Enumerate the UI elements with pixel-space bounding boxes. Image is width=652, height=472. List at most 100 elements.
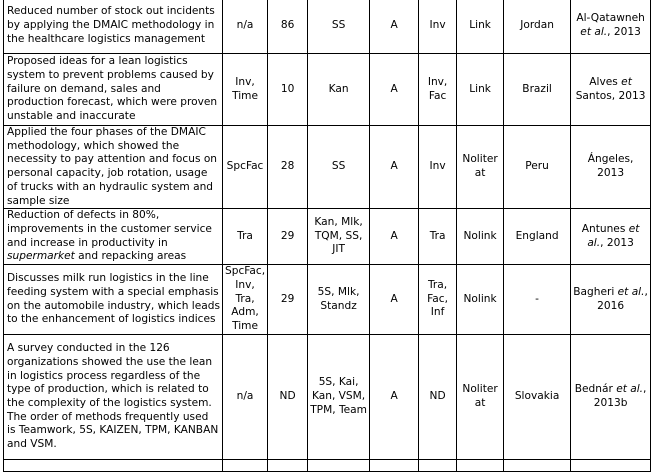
cell-focus: Inv: [418, 0, 458, 54]
table-row: Reduction of defects in 80%, improvement…: [3, 208, 652, 266]
cell-description: Proposed ideas for a lean logistics syst…: [3, 53, 223, 126]
cell-text: n/a: [236, 19, 254, 32]
cell-text: et: [621, 75, 632, 88]
cell-lean-tools: Kan: [307, 53, 371, 126]
cell-link-type: Noliter at: [456, 334, 505, 461]
table-row: Proposed ideas for a lean logistics syst…: [3, 53, 652, 126]
cell-text: Inv, Fac: [427, 75, 448, 102]
cell-focus: Tra: [418, 208, 458, 266]
table-row: Discusses milk run logistics in the line…: [3, 264, 652, 336]
cell-text: Santos, 2013: [575, 89, 646, 102]
cell-link-type: [456, 459, 505, 472]
cell-text: Reduced number of stock out incidents by…: [7, 5, 215, 45]
cell-lean-tools: Kan, Mlk, TQM, SS, JIT: [307, 208, 371, 266]
cell-description: Discusses milk run logistics in the line…: [3, 264, 223, 336]
cell-text: Reduction of defects in 80%, improvement…: [7, 209, 212, 249]
cell-approach: A: [369, 124, 420, 210]
cell-text: 5S, Mlk, Standz: [317, 285, 360, 312]
cell-text: 86: [280, 19, 295, 32]
cell-description: [3, 459, 223, 472]
cell-sample: 10: [267, 53, 309, 126]
cell-text: 29: [280, 292, 295, 305]
cell-text: et al.: [587, 222, 640, 249]
cell-text: A: [390, 19, 398, 32]
cell-reference: Al-Qatawneh et al., 2013: [570, 0, 652, 54]
cell-text: Inv, Time: [232, 75, 258, 102]
cell-text: Nolink: [463, 229, 497, 242]
cell-lean-tools: 5S, Mlk, Standz: [307, 264, 371, 336]
cell-link-type: Noliter at: [456, 124, 505, 210]
cell-text: Tra: [429, 229, 446, 242]
cell-text: Alves: [589, 75, 622, 88]
cell-sample: 28: [267, 124, 309, 210]
cell-lean-tools: SS: [307, 124, 371, 210]
cell-text: 10: [280, 82, 295, 95]
cell-waste-type: n/a: [221, 334, 269, 461]
cell-waste-type: Tra: [221, 208, 269, 266]
cell-text: and repacking areas: [74, 250, 187, 263]
cell-reference: Bagheri et al., 2016: [570, 264, 652, 336]
cell-text: Kan: [328, 82, 349, 95]
cell-country: England: [503, 208, 572, 266]
cell-description: Reduction of defects in 80%, improvement…: [3, 208, 223, 266]
table-row: [3, 459, 652, 472]
cell-waste-type: SpcFac: [221, 124, 269, 210]
cell-text: Inv: [429, 160, 446, 173]
cell-text: Bagheri: [573, 285, 618, 298]
cell-reference: Antunes et al., 2013: [570, 208, 652, 266]
cell-link-type: Link: [456, 53, 505, 126]
cell-text: , 2016: [597, 285, 648, 312]
cell-text: 5S, Kai, Kan, VSM, TPM, Team: [310, 376, 367, 416]
cell-text: A: [390, 292, 398, 305]
cell-text: , 2013b: [593, 383, 647, 410]
cell-description: A survey conducted in the 126 organizati…: [3, 334, 223, 461]
cell-sample: 86: [267, 0, 309, 54]
cell-text: A: [390, 160, 398, 173]
cell-text: Applied the four phases of the DMAIC met…: [7, 126, 218, 207]
cell-waste-type: Inv, Time: [221, 53, 269, 126]
cell-focus: [418, 459, 458, 472]
table-row: A survey conducted in the 126 organizati…: [3, 334, 652, 461]
cell-reference: Bednár et al., 2013b: [570, 334, 652, 461]
cell-text: -: [535, 292, 539, 305]
cell-approach: A: [369, 334, 420, 461]
cell-link-type: Nolink: [456, 208, 505, 266]
cell-reference: [570, 459, 652, 472]
cell-text: Link: [469, 82, 491, 95]
cell-text: Al-Qatawneh: [576, 12, 645, 25]
cell-description: Reduced number of stock out incidents by…: [3, 0, 223, 54]
cell-sample: ND: [267, 334, 309, 461]
cell-text: Discusses milk run logistics in the line…: [7, 272, 221, 326]
cell-text: Ángeles, 2013: [587, 153, 634, 180]
cell-approach: A: [369, 208, 420, 266]
cell-focus: Inv: [418, 124, 458, 210]
cell-focus: Tra, Fac, Inf: [418, 264, 458, 336]
cell-text: 28: [280, 160, 295, 173]
cell-sample: 29: [267, 264, 309, 336]
cell-link-type: Nolink: [456, 264, 505, 336]
cell-text: England: [515, 229, 559, 242]
cell-text: A: [390, 82, 398, 95]
cell-text: A survey conducted in the 126 organizati…: [7, 342, 219, 451]
cell-text: Kan, Mlk, TQM, SS, JIT: [314, 216, 363, 256]
cell-country: Peru: [503, 124, 572, 210]
cell-text: 29: [280, 229, 295, 242]
cell-waste-type: [221, 459, 269, 472]
cell-sample: [267, 459, 309, 472]
cell-text: Inv: [429, 19, 446, 32]
cell-link-type: Link: [456, 0, 505, 54]
cell-text: Noliter at: [462, 383, 498, 410]
table-row: Reduced number of stock out incidents by…: [3, 0, 652, 54]
cell-text: A: [390, 229, 398, 242]
cell-approach: [369, 459, 420, 472]
cell-approach: A: [369, 0, 420, 54]
cell-country: Brazil: [503, 53, 572, 126]
cell-waste-type: SpcFac, Inv, Tra, Adm, Time: [221, 264, 269, 336]
cell-text: , 2013: [600, 236, 634, 249]
cell-text: et al.: [616, 383, 644, 396]
literature-table: Reduced number of stock out incidents by…: [3, 0, 652, 472]
cell-text: Nolink: [463, 292, 497, 305]
cell-text: Bednár: [574, 383, 617, 396]
cell-text: SS: [331, 160, 346, 173]
cell-text: n/a: [236, 390, 254, 403]
